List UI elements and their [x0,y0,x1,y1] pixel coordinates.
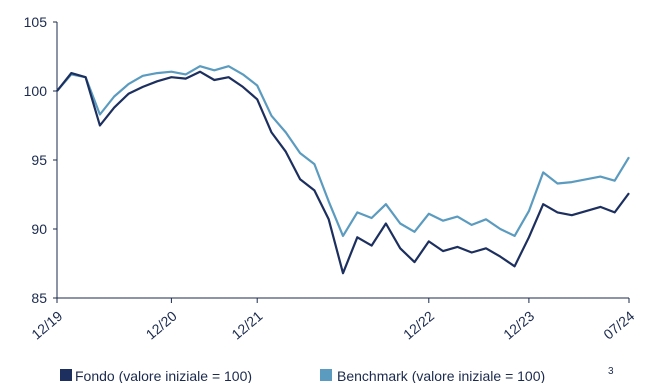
y-tick-label: 85 [31,290,47,306]
x-tick-label: 12/23 [500,308,537,343]
x-tick-label: 12/21 [228,308,265,343]
series-line-benchmark [56,65,630,237]
y-axis: 85 90 95 100 105 [24,14,58,306]
legend-swatch-benchmark [320,369,332,381]
series-layer [56,65,630,275]
legend-superscript: 3 [608,366,614,377]
y-tick-label: 100 [24,83,48,99]
legend-swatch-fondo [60,369,72,381]
y-tick-label: 90 [31,221,47,237]
x-tick-label: 12/19 [28,308,65,343]
x-tick-label: 07/24 [600,308,637,343]
legend: Fondo (valore iniziale = 100) Benchmark … [60,366,614,383]
legend-label-fondo: Fondo (valore iniziale = 100) [75,368,252,383]
y-tick-label: 105 [24,14,48,30]
legend-label-benchmark: Benchmark (valore iniziale = 100) [337,368,545,383]
x-tick-label: 12/22 [400,308,437,343]
y-tick-label: 95 [31,152,47,168]
x-tick-label: 12/20 [143,308,180,343]
x-axis: 12/19 12/20 12/21 12/22 12/23 07/24 [28,297,638,343]
series-line-fondo [56,70,630,275]
